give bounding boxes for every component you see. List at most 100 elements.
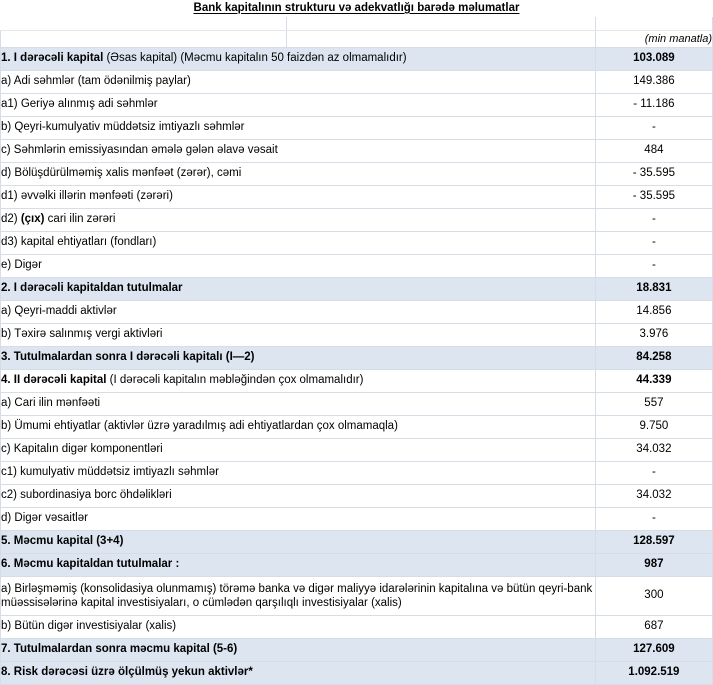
row-label-text: e) Digər: [1, 259, 594, 273]
row-label-bold: 8. Risk dərəcəsi üzrə ölçülmüş yekun akt…: [1, 666, 253, 679]
row-label-text: c) Səhmlərin emissiyasından əmələ gələn …: [1, 144, 594, 158]
row-label-rest: (I dərəcəli kapitalın məbləğindən çox ol…: [106, 374, 364, 387]
table-row: e) Digər -: [0, 254, 713, 278]
row-label: a) Cari ilin mənfəəti: [0, 392, 596, 416]
table-row: c2) subordinasiya borc öhdəlikləri 34.032: [0, 484, 713, 508]
row-label: b) Təxirə salınmış vergi aktivləri: [0, 323, 596, 347]
row-label-bold: 7. Tutulmalardan sonra məcmu kapital (5-…: [1, 643, 238, 656]
row-value: 484: [594, 139, 713, 163]
unit-row-blank-left: [0, 30, 288, 48]
row-value: 44.339: [594, 369, 713, 393]
row-label-text: a) Cari ilin mənfəəti: [1, 397, 594, 411]
row-label-text: d1) əvvəlki illərin mənfəəti (zərəri): [1, 190, 594, 204]
row-value: 128.597: [594, 530, 713, 554]
row-label-rest: a1) Geriyə alınmış adi səhmlər: [1, 98, 158, 111]
row-label: d1) əvvəlki illərin mənfəəti (zərəri): [0, 185, 596, 209]
row-label-rest: b) Ümumi ehtiyatlar (aktivlər üzrə yarad…: [1, 420, 398, 433]
row-label-rest: d) Digər vəsaitlər: [1, 512, 88, 525]
row-value: 18.831: [594, 277, 713, 301]
row-label: d) Bölüşdürülməmiş xalis mənfəət (zərər)…: [0, 162, 596, 186]
spacer-cell-mid: [286, 17, 596, 31]
table-row: b) Bütün digər investisiyalar (xalis) 687: [0, 615, 713, 639]
row-label: a1) Geriyə alınmış adi səhmlər: [0, 93, 596, 117]
row-value: - 11.186: [594, 93, 713, 117]
unit-row-blank-mid: [286, 30, 596, 48]
row-label: 5. Məcmu kapital (3+4): [0, 530, 596, 554]
row-value: 557: [594, 392, 713, 416]
row-label-rest: c) Səhmlərin emissiyasından əmələ gələn …: [1, 144, 278, 157]
row-label-rest: c2) subordinasiya borc öhdəlikləri: [1, 489, 172, 502]
unit-note: (min manatla): [594, 30, 713, 48]
row-label: 6. Məcmu kapitaldan tutulmalar :: [0, 553, 596, 577]
row-label-text: 6. Məcmu kapitaldan tutulmalar :: [1, 558, 594, 572]
row-label: b) Ümumi ehtiyatlar (aktivlər üzrə yarad…: [0, 415, 596, 439]
table-row: 5. Məcmu kapital (3+4) 128.597: [0, 530, 713, 554]
row-label-rest: d) Bölüşdürülməmiş xalis mənfəət (zərər)…: [1, 167, 242, 180]
row-value: 103.089: [594, 47, 713, 71]
row-label-rest: a) Birləşməmiş (konsolidasiya olunmamış)…: [1, 582, 593, 609]
row-label-text: b) Təxirə salınmış vergi aktivləri: [1, 328, 594, 342]
table-row: a1) Geriyə alınmış adi səhmlər - 11.186: [0, 93, 713, 117]
row-label: c) Kapitalın digər komponentləri: [0, 438, 596, 462]
table-row: 4. II dərəcəli kapital (I dərəcəli kapit…: [0, 369, 713, 393]
row-value: -: [594, 116, 713, 140]
row-label-rest: d1) əvvəlki illərin mənfəəti (zərəri): [1, 190, 173, 203]
row-value: 34.032: [594, 484, 713, 508]
spacer-row: [0, 17, 713, 31]
spacer-cell-left: [0, 17, 288, 31]
row-label-text: 5. Məcmu kapital (3+4): [1, 535, 594, 549]
row-label-text: a) Adi səhmlər (tam ödənilmiş paylar): [1, 75, 594, 89]
table-row: c1) kumulyativ müddətsiz imtiyazlı səhml…: [0, 461, 713, 485]
row-label-text: a) Birləşməmiş (konsolidasiya olunmamış)…: [1, 582, 594, 611]
table-row: d2) (çıx) cari ilin zərəri -: [0, 208, 713, 232]
row-label-text: 8. Risk dərəcəsi üzrə ölçülmüş yekun akt…: [1, 666, 594, 680]
row-label: a) Qeyri-maddi aktivlər: [0, 300, 596, 324]
spacer-cell-right: [594, 17, 713, 31]
row-label: c1) kumulyativ müddətsiz imtiyazlı səhml…: [0, 461, 596, 485]
row-value: 14.856: [594, 300, 713, 324]
row-label-text: c1) kumulyativ müddətsiz imtiyazlı səhml…: [1, 466, 594, 480]
table-row: d3) kapital ehtiyatları (fondları) -: [0, 231, 713, 255]
table-row: d) Bölüşdürülməmiş xalis mənfəət (zərər)…: [0, 162, 713, 186]
row-value: -: [594, 231, 713, 255]
row-label-text: d) Digər vəsaitlər: [1, 512, 594, 526]
row-label: a) Birləşməmiş (konsolidasiya olunmamış)…: [0, 576, 596, 616]
row-label-rest: c1) kumulyativ müddətsiz imtiyazlı səhml…: [1, 466, 219, 479]
row-label-rest: d3) kapital ehtiyatları (fondları): [1, 236, 157, 249]
row-label: e) Digər: [0, 254, 596, 278]
row-label-bold: 6. Məcmu kapitaldan tutulmalar :: [1, 558, 180, 571]
table-row: c) Kapitalın digər komponentləri 34.032: [0, 438, 713, 462]
table-row: a) Adi səhmlər (tam ödənilmiş paylar) 149…: [0, 70, 713, 94]
row-label-bold: 4. II dərəcəli kapital: [1, 374, 107, 387]
row-label: 3. Tutulmalardan sonra I dərəcəli kapita…: [0, 346, 596, 370]
row-value: -: [594, 208, 713, 232]
row-label-post: cari ilin zərəri: [44, 213, 116, 226]
row-label: d3) kapital ehtiyatları (fondları): [0, 231, 596, 255]
row-label: a) Adi səhmlər (tam ödənilmiş paylar): [0, 70, 596, 94]
row-label: 4. II dərəcəli kapital (I dərəcəli kapit…: [0, 369, 596, 393]
row-label: 1. I dərəcəli kapital (Əsas kapital) (Mə…: [0, 47, 596, 71]
table-row: b) Təxirə salınmış vergi aktivləri 3.976: [0, 323, 713, 347]
row-label-text: a) Qeyri-maddi aktivlər: [1, 305, 594, 319]
row-label-text: d2) (çıx) cari ilin zərəri: [1, 213, 594, 227]
row-label: c2) subordinasiya borc öhdəlikləri: [0, 484, 596, 508]
unit-note-row: (min manatla): [0, 30, 713, 48]
row-label-rest: e) Digər: [1, 259, 42, 272]
table-row: b) Ümumi ehtiyatlar (aktivlər üzrə yarad…: [0, 415, 713, 439]
table-row: c) Səhmlərin emissiyasından əmələ gələn …: [0, 139, 713, 163]
table-row: 2. I dərəcəli kapitaldan tutulmalar 18.83…: [0, 277, 713, 301]
row-label-text: b) Ümumi ehtiyatlar (aktivlər üzrə yarad…: [1, 420, 594, 434]
table-row: 7. Tutulmalardan sonra məcmu kapital (5-…: [0, 638, 713, 662]
document-title-cell: Bank kapitalının strukturu və adekvatlığ…: [1, 0, 713, 17]
row-value: - 35.595: [594, 162, 713, 186]
table-row: a) Cari ilin mənfəəti 557: [0, 392, 713, 416]
title-row: Bank kapitalının strukturu və adekvatlığ…: [1, 0, 713, 17]
document-title: Bank kapitalının strukturu və adekvatlığ…: [193, 1, 520, 14]
table-row: 8. Risk dərəcəsi üzrə ölçülmüş yekun akt…: [0, 661, 713, 685]
row-label-bold: 2. I dərəcəli kapitaldan tutulmalar: [1, 282, 183, 295]
row-label: d) Digər vəsaitlər: [0, 507, 596, 531]
row-label-bold: 1. I dərəcəli kapital: [1, 52, 104, 65]
